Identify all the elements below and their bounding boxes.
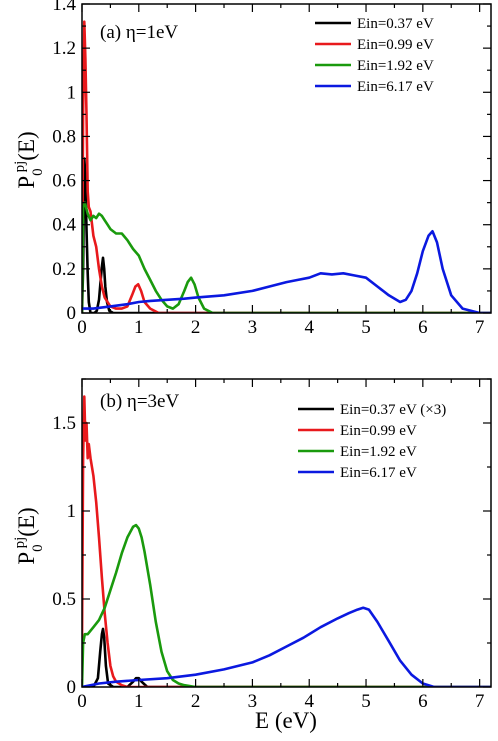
y-axis-label: P0pj(E): [12, 131, 46, 188]
y-tick-label: 0.6: [52, 171, 76, 192]
y-axis-label: P0pj(E): [12, 507, 46, 564]
x-tick-label: 6: [418, 691, 428, 712]
x-tick-label: 4: [304, 317, 314, 338]
legend-label-2: Ein=1.92 eV: [340, 444, 417, 460]
y-axis-label-main: P: [14, 176, 39, 189]
x-tick-label: 2: [191, 691, 201, 712]
y-axis-label-subscript: 0: [30, 544, 46, 552]
x-axis-label: E (eV): [255, 708, 317, 733]
legend-label-0: Ein=0.37 eV: [357, 16, 434, 32]
x-tick-label: 7: [475, 691, 485, 712]
series-line-1: [82, 20, 491, 313]
x-tick-label: 4: [304, 691, 314, 712]
x-tick-label: 3: [248, 317, 258, 338]
plot-frame: [81, 378, 492, 688]
y-tick-label: 1: [67, 501, 77, 522]
y-tick-label: 1.5: [52, 413, 76, 434]
y-tick-label: 0: [67, 677, 77, 698]
x-tick-label: 2: [191, 317, 201, 338]
x-tick-label: 5: [361, 691, 371, 712]
y-tick-label: 0.4: [52, 215, 76, 236]
x-tick-label: 0: [77, 691, 87, 712]
legend-label-0: Ein=0.37 eV (×3): [340, 402, 446, 418]
y-axis-label-superscript: pj: [12, 537, 28, 549]
x-tick-label: 6: [418, 317, 428, 338]
y-tick-label: 1.2: [52, 38, 76, 59]
series-line-0: [82, 157, 491, 313]
series-line-0: [82, 627, 491, 687]
y-axis-label-superscript: pj: [12, 161, 28, 173]
legend-label-3: Ein=6.17 eV: [357, 79, 434, 95]
x-tick-label: 3: [248, 691, 258, 712]
y-axis-label-suffix: (E): [14, 131, 39, 160]
panel-label: (b) η=3eV: [100, 391, 179, 412]
legend-label-2: Ein=1.92 eV: [357, 58, 434, 74]
legend-label-1: Ein=0.99 eV: [340, 423, 417, 439]
series-group: [82, 20, 491, 313]
legend: Ein=0.37 eV Ein=0.99 eV Ein=1.92 eV Ein=6.1…: [315, 16, 434, 95]
legend-label-1: Ein=0.99 eV: [357, 37, 434, 53]
x-tick-label: 1: [134, 691, 144, 712]
series-line-2: [82, 201, 491, 313]
y-tick-label: 0: [67, 303, 77, 324]
y-axis-label-main: P: [14, 552, 39, 565]
series-line-2: [82, 523, 491, 687]
panel-label: (a) η=1eV: [100, 22, 178, 43]
legend-label-3: Ein=6.17 eV: [340, 465, 417, 481]
y-tick-label: 0.8: [52, 126, 76, 147]
y-tick-label: 0.2: [52, 259, 76, 280]
legend: Ein=0.37 eV (×3) Ein=0.99 eV Ein=1.92 eV Ei…: [298, 402, 446, 481]
x-tick-label: 7: [475, 317, 485, 338]
x-tick-label: 0: [77, 317, 87, 338]
y-tick-label: 1.4: [52, 0, 76, 15]
x-tick-label: 5: [361, 317, 371, 338]
series-line-1: [82, 395, 491, 687]
series-group: [82, 395, 491, 687]
series-line-3: [82, 230, 491, 313]
series-line-3: [82, 606, 491, 687]
y-axis-label-subscript: 0: [30, 168, 46, 176]
y-tick-label: 0.5: [52, 589, 76, 610]
y-axis-label-suffix: (E): [14, 507, 39, 536]
y-tick-label: 1: [67, 82, 77, 103]
x-tick-label: 1: [134, 317, 144, 338]
